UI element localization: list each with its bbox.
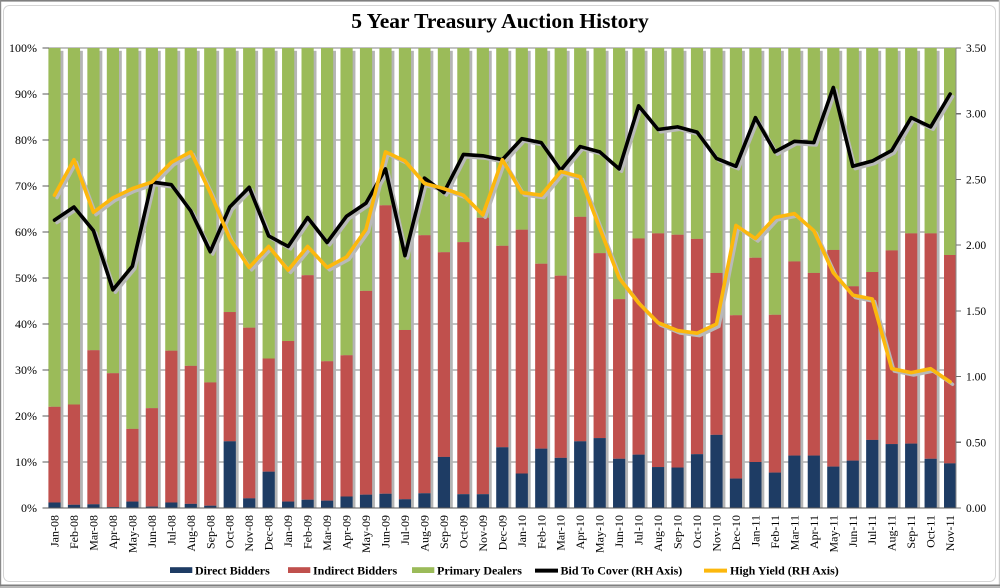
svg-text:Nov-10: Nov-10 <box>709 515 723 552</box>
svg-text:100%: 100% <box>9 41 37 55</box>
svg-text:Sep-09: Sep-09 <box>437 515 451 549</box>
svg-text:Feb-08: Feb-08 <box>67 515 81 549</box>
svg-text:1.50: 1.50 <box>966 306 986 318</box>
svg-text:60%: 60% <box>15 225 37 239</box>
svg-text:2.50: 2.50 <box>966 174 986 186</box>
svg-text:Feb-10: Feb-10 <box>534 515 548 549</box>
svg-text:Jun-09: Jun-09 <box>378 515 392 548</box>
svg-text:Primary Dealers: Primary Dealers <box>437 564 522 578</box>
svg-text:10%: 10% <box>15 455 37 469</box>
svg-text:1.00: 1.00 <box>966 372 986 384</box>
svg-text:High Yield (RH Axis): High Yield (RH Axis) <box>730 564 839 578</box>
svg-text:30%: 30% <box>15 363 37 377</box>
svg-text:70%: 70% <box>15 179 37 193</box>
svg-text:Apr-09: Apr-09 <box>340 515 354 549</box>
svg-text:May-09: May-09 <box>359 515 373 553</box>
svg-text:Direct Bidders: Direct Bidders <box>195 564 270 578</box>
svg-text:Sep-08: Sep-08 <box>203 515 217 549</box>
svg-text:Nov-08: Nov-08 <box>242 515 256 552</box>
svg-text:Apr-10: Apr-10 <box>573 515 587 549</box>
svg-text:Apr-08: Apr-08 <box>106 515 120 549</box>
svg-text:Nov-09: Nov-09 <box>476 515 490 552</box>
svg-text:Oct-10: Oct-10 <box>690 515 704 548</box>
svg-text:Apr-11: Apr-11 <box>807 515 821 549</box>
svg-text:Dec-08: Dec-08 <box>262 515 276 550</box>
svg-text:Aug-11: Aug-11 <box>885 515 899 551</box>
svg-text:Oct-08: Oct-08 <box>223 515 237 548</box>
svg-text:Mar-08: Mar-08 <box>86 515 100 551</box>
svg-text:Aug-10: Aug-10 <box>651 515 665 552</box>
svg-text:0.00: 0.00 <box>966 503 986 515</box>
svg-text:Sep-11: Sep-11 <box>904 515 918 549</box>
svg-text:Jan-09: Jan-09 <box>281 515 295 547</box>
svg-text:3.50: 3.50 <box>966 43 986 55</box>
svg-text:Sep-10: Sep-10 <box>671 515 685 549</box>
svg-text:Dec-10: Dec-10 <box>729 515 743 550</box>
svg-text:May-10: May-10 <box>593 515 607 553</box>
svg-text:Jun-10: Jun-10 <box>612 515 626 548</box>
svg-text:Mar-09: Mar-09 <box>320 515 334 551</box>
svg-text:Bid To Cover (RH Axis): Bid To Cover (RH Axis) <box>561 564 683 578</box>
svg-text:May-08: May-08 <box>125 515 139 553</box>
svg-text:20%: 20% <box>15 409 37 423</box>
svg-text:Feb-09: Feb-09 <box>301 515 315 549</box>
svg-text:Jul-10: Jul-10 <box>632 515 646 545</box>
svg-text:90%: 90% <box>15 87 37 101</box>
svg-text:Jul-09: Jul-09 <box>398 515 412 545</box>
svg-text:May-11: May-11 <box>826 515 840 553</box>
svg-text:Jul-08: Jul-08 <box>164 515 178 545</box>
svg-text:0%: 0% <box>21 501 37 515</box>
svg-text:Oct-09: Oct-09 <box>456 515 470 548</box>
svg-text:3.00: 3.00 <box>966 109 986 121</box>
svg-text:Oct-11: Oct-11 <box>924 515 938 548</box>
svg-text:Jul-11: Jul-11 <box>865 515 879 545</box>
svg-text:Nov-11: Nov-11 <box>943 515 957 551</box>
svg-text:Jun-11: Jun-11 <box>846 515 860 547</box>
svg-text:Jan-08: Jan-08 <box>48 515 62 547</box>
svg-text:Jan-11: Jan-11 <box>748 515 762 547</box>
svg-text:Jan-10: Jan-10 <box>515 515 529 547</box>
svg-text:Aug-08: Aug-08 <box>184 515 198 552</box>
svg-text:2.00: 2.00 <box>966 240 986 252</box>
svg-text:Mar-10: Mar-10 <box>554 515 568 551</box>
svg-text:Feb-11: Feb-11 <box>768 515 782 549</box>
svg-text:40%: 40% <box>15 317 37 331</box>
svg-text:Jun-08: Jun-08 <box>145 515 159 548</box>
svg-text:0.50: 0.50 <box>966 437 986 449</box>
svg-text:80%: 80% <box>15 133 37 147</box>
svg-text:50%: 50% <box>15 271 37 285</box>
svg-text:Dec-09: Dec-09 <box>495 515 509 550</box>
svg-text:5 Year Treasury Auction Histor: 5 Year Treasury Auction History <box>351 9 649 33</box>
svg-text:Mar-11: Mar-11 <box>787 515 801 550</box>
svg-text:Indirect Bidders: Indirect Bidders <box>313 564 397 578</box>
svg-text:Aug-09: Aug-09 <box>417 515 431 552</box>
